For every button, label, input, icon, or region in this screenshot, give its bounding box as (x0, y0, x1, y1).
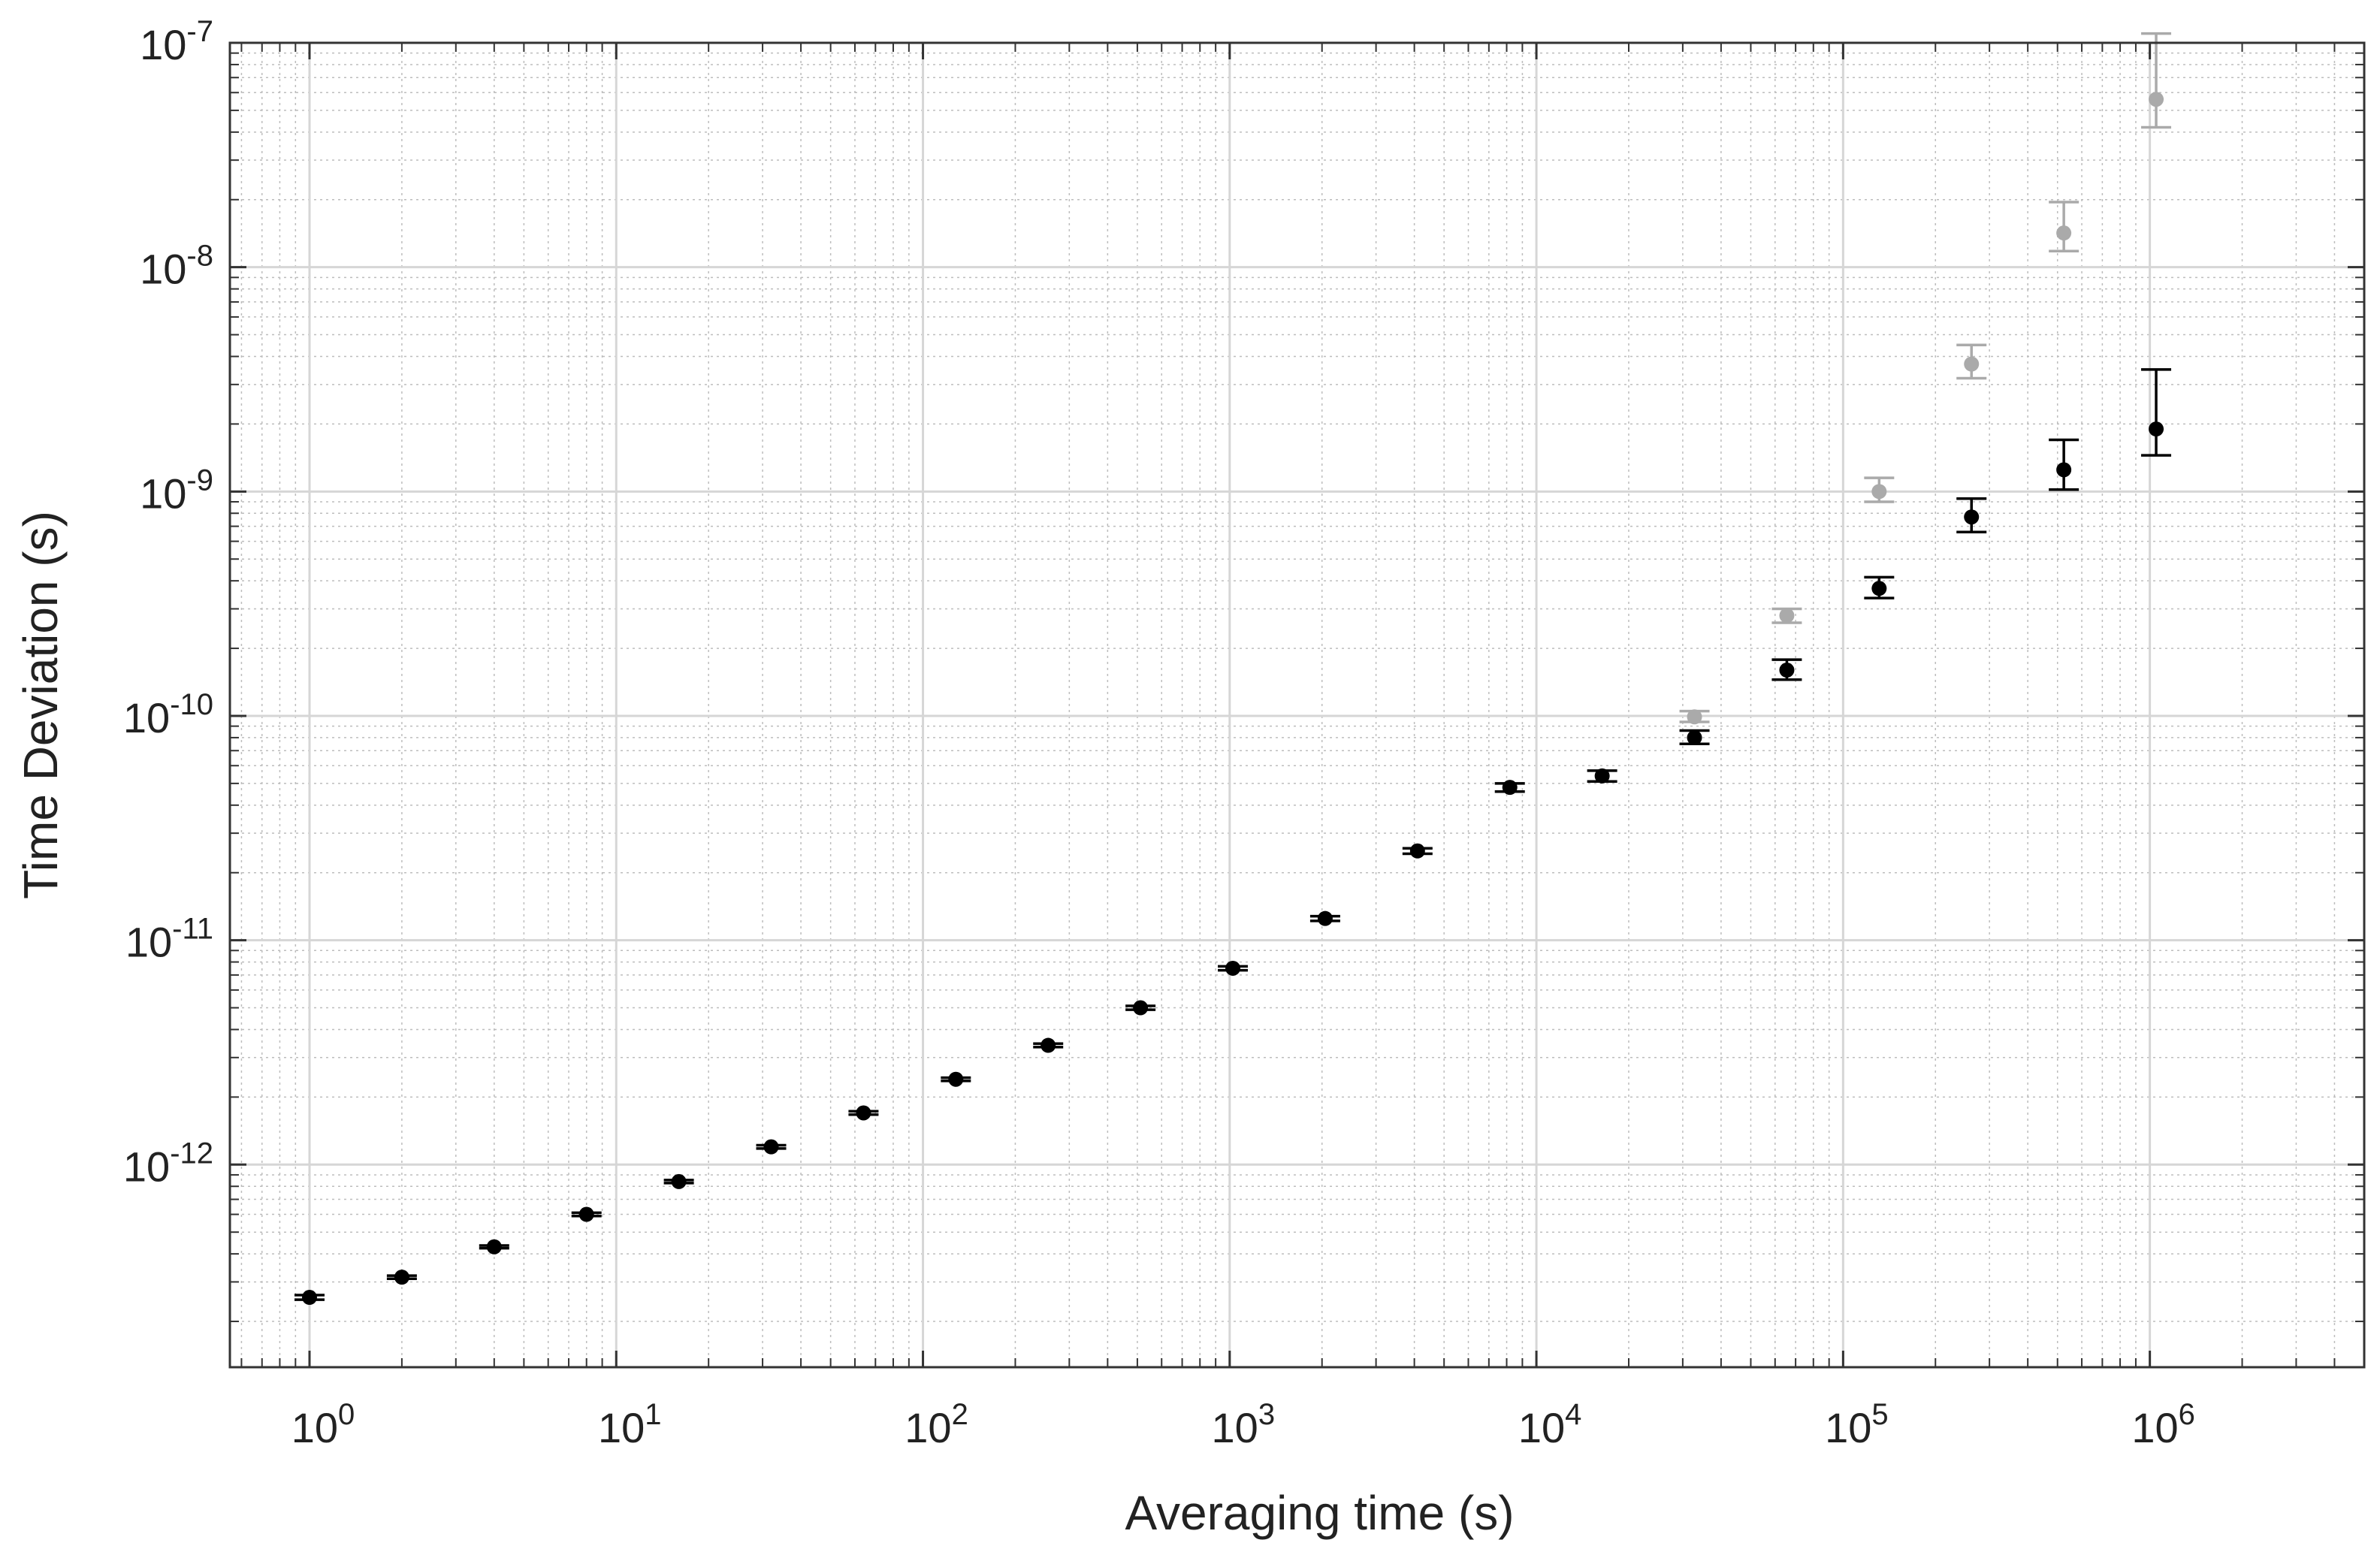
data-point (479, 1239, 509, 1255)
y-tick-label: 10-11 (125, 913, 213, 966)
y-tick-label: 10-12 (123, 1137, 213, 1190)
data-marker (1871, 581, 1887, 596)
minor-grid (230, 43, 2365, 1367)
data-marker (1502, 780, 1518, 796)
x-tick-label: 105 (1825, 1398, 1889, 1451)
data-marker (394, 1270, 409, 1285)
data-series (294, 32, 2172, 1306)
data-point (1587, 768, 1617, 784)
data-marker (2056, 462, 2072, 478)
data-point (1402, 843, 1433, 859)
data-point (2141, 368, 2172, 457)
data-marker (1779, 663, 1795, 678)
data-marker (1225, 960, 1241, 976)
data-marker (1409, 843, 1425, 859)
data-point (2049, 201, 2079, 252)
data-point (2049, 438, 2079, 491)
plot-frame (228, 41, 2366, 1369)
data-point (1218, 960, 1249, 976)
data-marker (302, 1290, 318, 1306)
x-tick-label: 101 (598, 1398, 662, 1451)
x-tick-labels: 100 101 102 103 104 105 106 (291, 1398, 2195, 1451)
data-marker (948, 1071, 964, 1087)
data-point (663, 1173, 694, 1189)
y-tick-labels: 10-12 10-11 10-10 10-9 10-8 10-7 (123, 15, 213, 1190)
data-point (1679, 709, 1710, 725)
y-tick-label: 10-7 (140, 15, 213, 68)
data-marker (1317, 910, 1333, 926)
x-axis-label: Averaging time (s) (1125, 1486, 1514, 1540)
series-1 (294, 368, 2172, 1306)
data-point (1494, 780, 1525, 796)
data-point (1309, 910, 1340, 926)
data-marker (1040, 1037, 1056, 1053)
data-marker (1779, 608, 1795, 624)
data-marker (856, 1105, 871, 1121)
x-tick-label: 106 (2131, 1398, 2195, 1451)
data-point (756, 1139, 787, 1155)
data-point (1956, 497, 1987, 533)
data-point (1864, 575, 1895, 599)
data-point (1125, 1000, 1156, 1016)
data-point (848, 1105, 879, 1121)
x-tick-label: 104 (1518, 1398, 1582, 1451)
y-tick-label: 10-10 (123, 688, 213, 741)
data-marker (1687, 709, 1702, 725)
data-point (1956, 343, 1987, 380)
data-marker (1964, 509, 1980, 525)
series-0 (1679, 32, 2172, 725)
data-marker (2149, 92, 2164, 107)
data-marker (2149, 421, 2164, 437)
y-tick-label: 10-8 (140, 240, 213, 293)
data-point (571, 1206, 602, 1222)
data-marker (1687, 729, 1702, 745)
data-point (2141, 32, 2172, 129)
data-point (1771, 658, 1802, 681)
data-marker (1133, 1000, 1149, 1016)
y-axis-label: Time Deviation (s) (14, 511, 68, 899)
data-point (294, 1290, 325, 1306)
data-marker (578, 1206, 594, 1222)
y-tick-label: 10-9 (140, 463, 213, 517)
data-point (1771, 607, 1802, 624)
data-marker (1871, 484, 1887, 500)
data-point (386, 1270, 417, 1285)
data-marker (486, 1239, 502, 1255)
data-point (1679, 729, 1710, 746)
data-marker (671, 1173, 687, 1189)
data-marker (763, 1139, 779, 1155)
data-marker (2056, 225, 2072, 241)
data-point (1033, 1037, 1064, 1053)
x-tick-label: 103 (1212, 1398, 1276, 1451)
data-point (1864, 476, 1895, 503)
x-tick-label: 100 (291, 1398, 355, 1451)
data-marker (1964, 356, 1980, 372)
data-marker (1594, 768, 1610, 784)
x-tick-label: 102 (905, 1398, 968, 1451)
data-point (941, 1071, 971, 1087)
